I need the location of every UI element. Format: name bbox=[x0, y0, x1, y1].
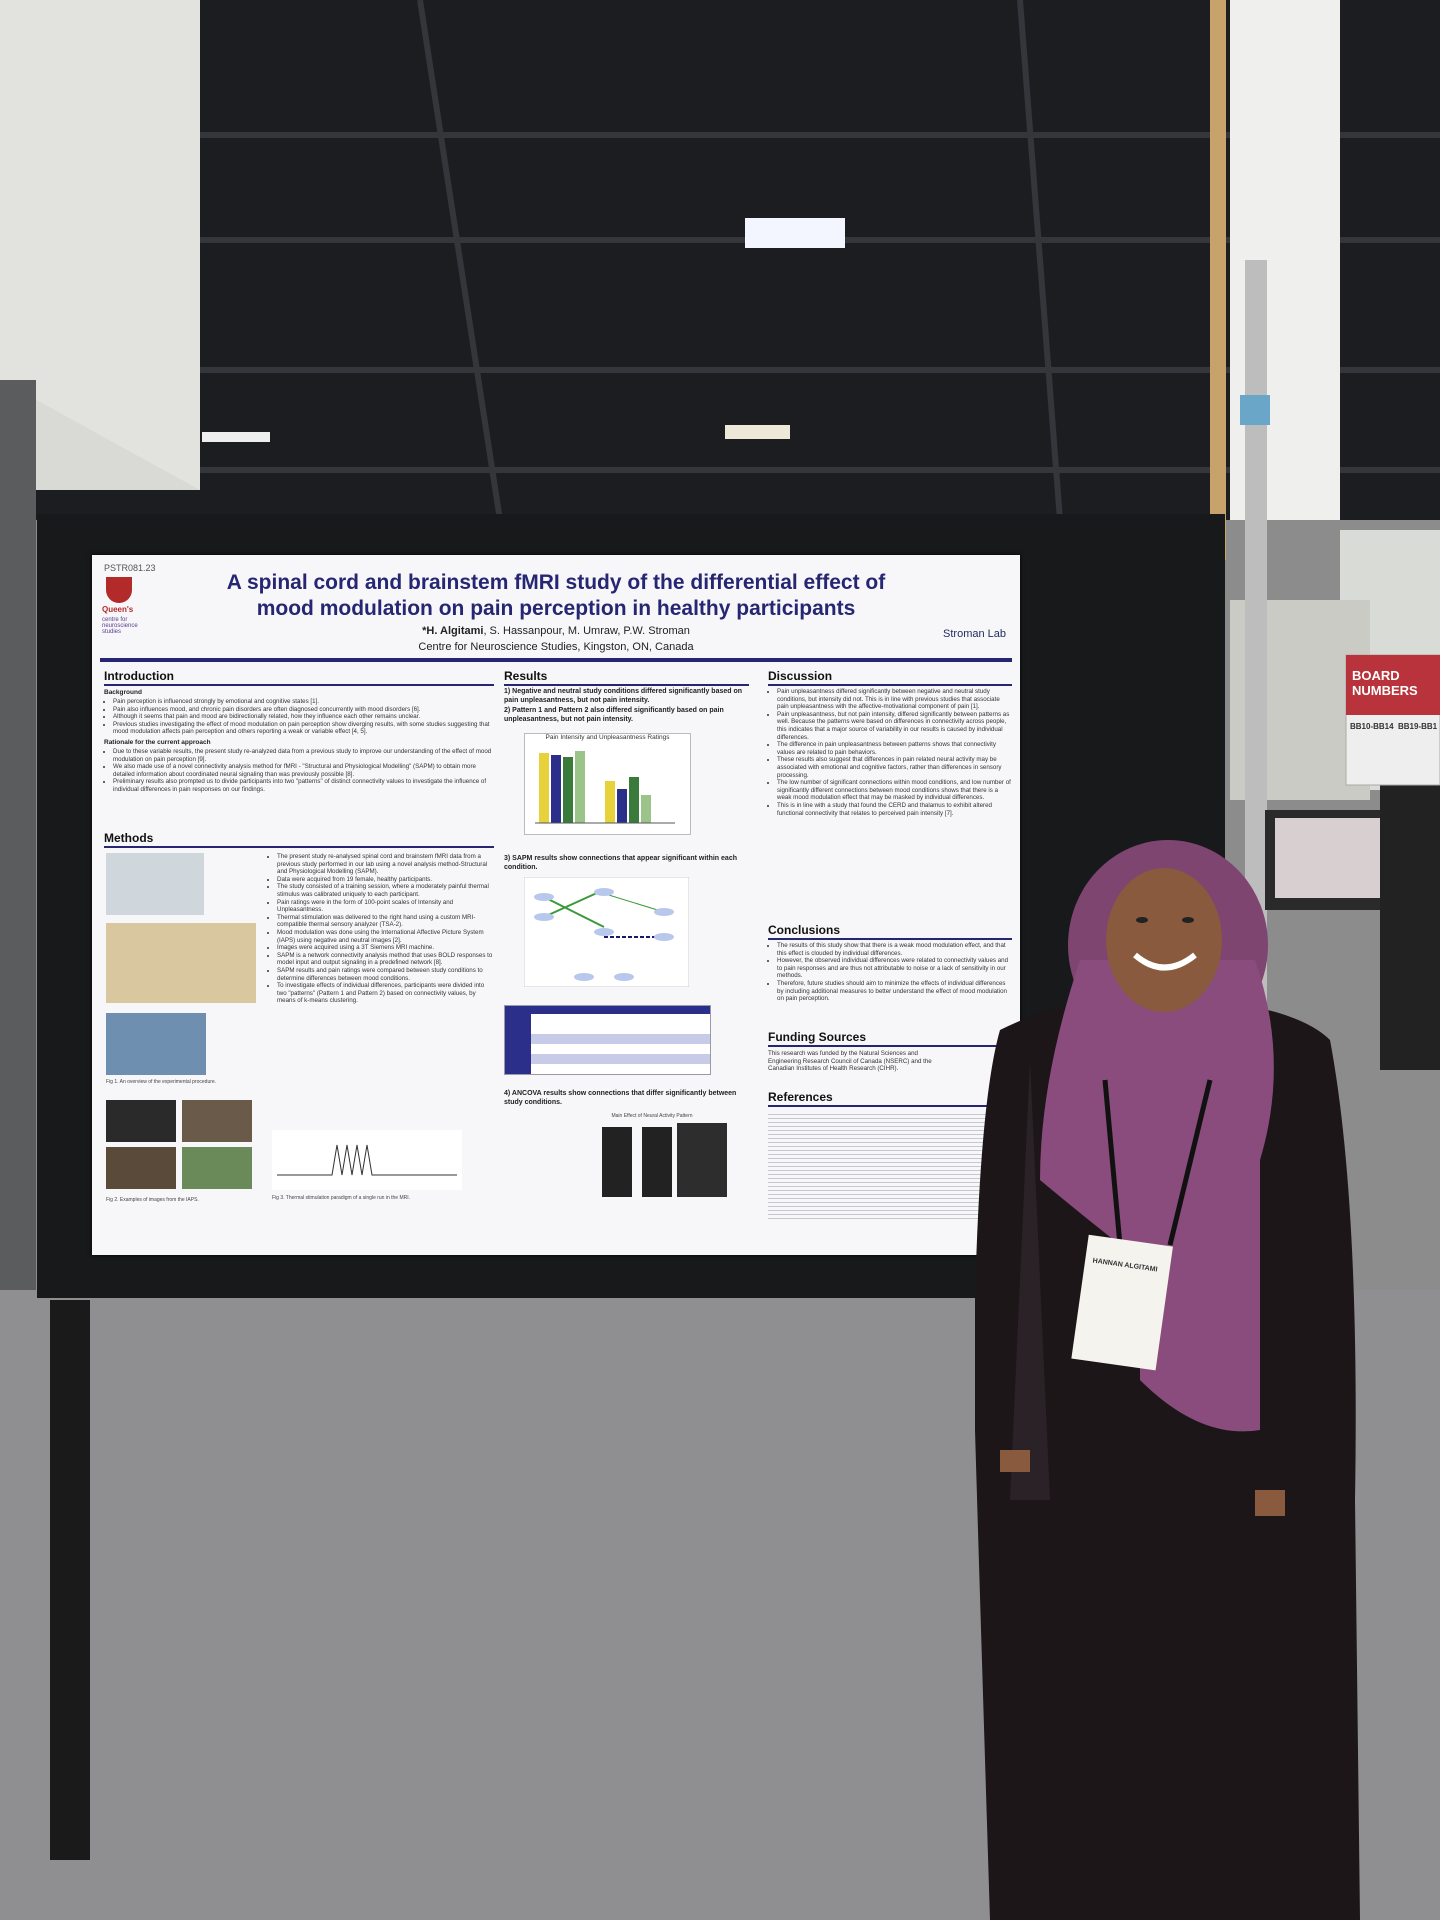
bullet: The study consisted of a training sessio… bbox=[277, 883, 494, 898]
caption: Fig 3. Thermal stimulation paradigm of a… bbox=[272, 1195, 411, 1201]
bullet: Pain perception is influenced strongly b… bbox=[113, 698, 494, 706]
bullet: SAPM is a network connectivity analysis … bbox=[277, 952, 494, 967]
references: References bbox=[768, 1090, 1012, 1221]
sign-range: BB19-BB1 bbox=[1398, 722, 1438, 731]
bullet-list: The present study re-analysed spinal cor… bbox=[268, 853, 494, 1005]
author-lead: *H. Algitami bbox=[422, 625, 484, 637]
figure-title: Main Effect of Neural Activity Pattern bbox=[611, 1113, 693, 1119]
introduction: Introduction Background Pain perception … bbox=[104, 669, 494, 794]
bullet: Therefore, future studies should aim to … bbox=[777, 980, 1012, 1003]
brain-image bbox=[677, 1123, 727, 1197]
photo bbox=[106, 853, 204, 915]
bullet: The difference in pain unpleasantness be… bbox=[777, 741, 1012, 756]
funding-text: This research was funded by the Natural … bbox=[768, 1050, 932, 1073]
results: Results 1) Negative and neutral study co… bbox=[504, 669, 749, 724]
result-item: 3) SAPM results show connections that ap… bbox=[504, 855, 737, 871]
photo bbox=[106, 1013, 206, 1075]
brain-image bbox=[602, 1127, 632, 1197]
network-diagram bbox=[524, 877, 689, 987]
methods: Methods bbox=[104, 831, 494, 848]
bullet: Preliminary results also prompted us to … bbox=[113, 778, 494, 793]
stimulus-plot bbox=[272, 1130, 462, 1190]
bullet-list: Pain unpleasantness differed significant… bbox=[768, 688, 1012, 817]
bullet: We also made use of a novel connectivity… bbox=[113, 763, 494, 778]
logo-crest bbox=[106, 577, 132, 603]
result-item: 2) Pattern 1 and Pattern 2 also differed… bbox=[504, 707, 724, 723]
bullet: Pain also influences mood, and chronic p… bbox=[113, 706, 494, 714]
funding: Funding Sources This research was funded… bbox=[768, 1030, 1012, 1073]
bullet: To investigate effects of individual dif… bbox=[277, 982, 494, 1005]
bullet: The low number of significant connection… bbox=[777, 779, 1012, 802]
results-table bbox=[504, 1005, 711, 1075]
section-heading: References bbox=[768, 1090, 1012, 1107]
conclusions: Conclusions The results of this study sh… bbox=[768, 923, 1012, 1003]
chart-title: Pain Intensity and Unpleasantness Rating… bbox=[545, 734, 670, 741]
affiliation: Centre for Neuroscience Studies, Kingsto… bbox=[418, 641, 694, 653]
bullet: Images were acquired using a 3T Siemens … bbox=[277, 944, 494, 952]
methods-text: The present study re-analysed spinal cor… bbox=[268, 851, 494, 1005]
logo-sub: centre for neuroscience studies bbox=[102, 617, 138, 635]
result-item: 4) ANCOVA results show connections that … bbox=[504, 1090, 737, 1106]
bullet-list: The results of this study show that ther… bbox=[768, 942, 1012, 1003]
logo: Queen's bbox=[102, 605, 134, 614]
result-item: 1) Negative and neutral study conditions… bbox=[504, 688, 743, 704]
caption: Fig 1. An overview of the experimental p… bbox=[106, 1079, 217, 1085]
poster-id: PSTR081.23 bbox=[104, 563, 156, 573]
bullet: Due to these variable results, the prese… bbox=[113, 748, 494, 763]
authors: *H. Algitami, S. Hassanpour, M. Umraw, P… bbox=[92, 625, 1020, 637]
sign-range: BB10-BB14 bbox=[1350, 722, 1394, 731]
reference-lines bbox=[768, 1111, 1012, 1221]
bullet: Data were acquired from 19 female, healt… bbox=[277, 876, 494, 884]
bullet: The results of this study show that ther… bbox=[777, 942, 1012, 957]
subheading: Background bbox=[104, 689, 142, 696]
bullet: Previous studies investigating the effec… bbox=[113, 721, 494, 736]
caption: Fig 2. Examples of images from the IAPS. bbox=[106, 1197, 199, 1203]
section-heading: Conclusions bbox=[768, 923, 1012, 940]
photo bbox=[182, 1100, 252, 1142]
photo bbox=[182, 1147, 252, 1189]
bullet: Pain unpleasantness differed significant… bbox=[777, 688, 1012, 711]
section-heading: Funding Sources bbox=[768, 1030, 1012, 1047]
bullet: Although it seems that pain and mood are… bbox=[113, 713, 494, 721]
photo bbox=[106, 1100, 176, 1142]
sign-title: BOARD NUMBERS bbox=[1352, 668, 1418, 698]
authors-rest: , S. Hassanpour, M. Umraw, P.W. Stroman bbox=[483, 625, 690, 637]
result-list: 1) Negative and neutral study conditions… bbox=[504, 688, 749, 724]
bullet: Mood modulation was done using the Inter… bbox=[277, 929, 494, 944]
bullet: These results also suggest that differen… bbox=[777, 756, 1012, 779]
bullet: Pain unpleasantness, but not pain intens… bbox=[777, 711, 1012, 741]
poster-title: mood modulation on pain perception in he… bbox=[256, 597, 856, 620]
bullet: SAPM results and pain ratings were compa… bbox=[277, 967, 494, 982]
section-heading: Results bbox=[504, 669, 749, 686]
bullet: This is in line with a study that found … bbox=[777, 802, 1012, 817]
lab-name: Stroman Lab bbox=[943, 628, 1006, 640]
brain-image bbox=[642, 1127, 672, 1197]
poster: PSTR081.23 Queen's centre for neuroscien… bbox=[92, 555, 1020, 1255]
bullet: Pain ratings were in the form of 100-poi… bbox=[277, 899, 494, 914]
subheading: Rationale for the current approach bbox=[104, 738, 211, 746]
rule bbox=[100, 658, 1012, 662]
bullet: Thermal stimulation was delivered to the… bbox=[277, 914, 494, 929]
chart-bars bbox=[535, 751, 675, 824]
photo bbox=[106, 1147, 176, 1189]
bullet-list: Due to these variable results, the prese… bbox=[104, 748, 494, 794]
section-heading: Introduction bbox=[104, 669, 494, 686]
poster-title: A spinal cord and brainstem fMRI study o… bbox=[226, 571, 886, 594]
bullet-list: Pain perception is influenced strongly b… bbox=[104, 698, 494, 736]
section-heading: Methods bbox=[104, 831, 494, 848]
chart-figure: Pain Intensity and Unpleasantness Rating… bbox=[524, 733, 691, 835]
bullet: However, the observed individual differe… bbox=[777, 957, 1012, 980]
discussion: Discussion Pain unpleasantness differed … bbox=[768, 669, 1012, 817]
photo bbox=[106, 923, 256, 1003]
section-heading: Discussion bbox=[768, 669, 1012, 686]
bullet: The present study re-analysed spinal cor… bbox=[277, 853, 494, 876]
